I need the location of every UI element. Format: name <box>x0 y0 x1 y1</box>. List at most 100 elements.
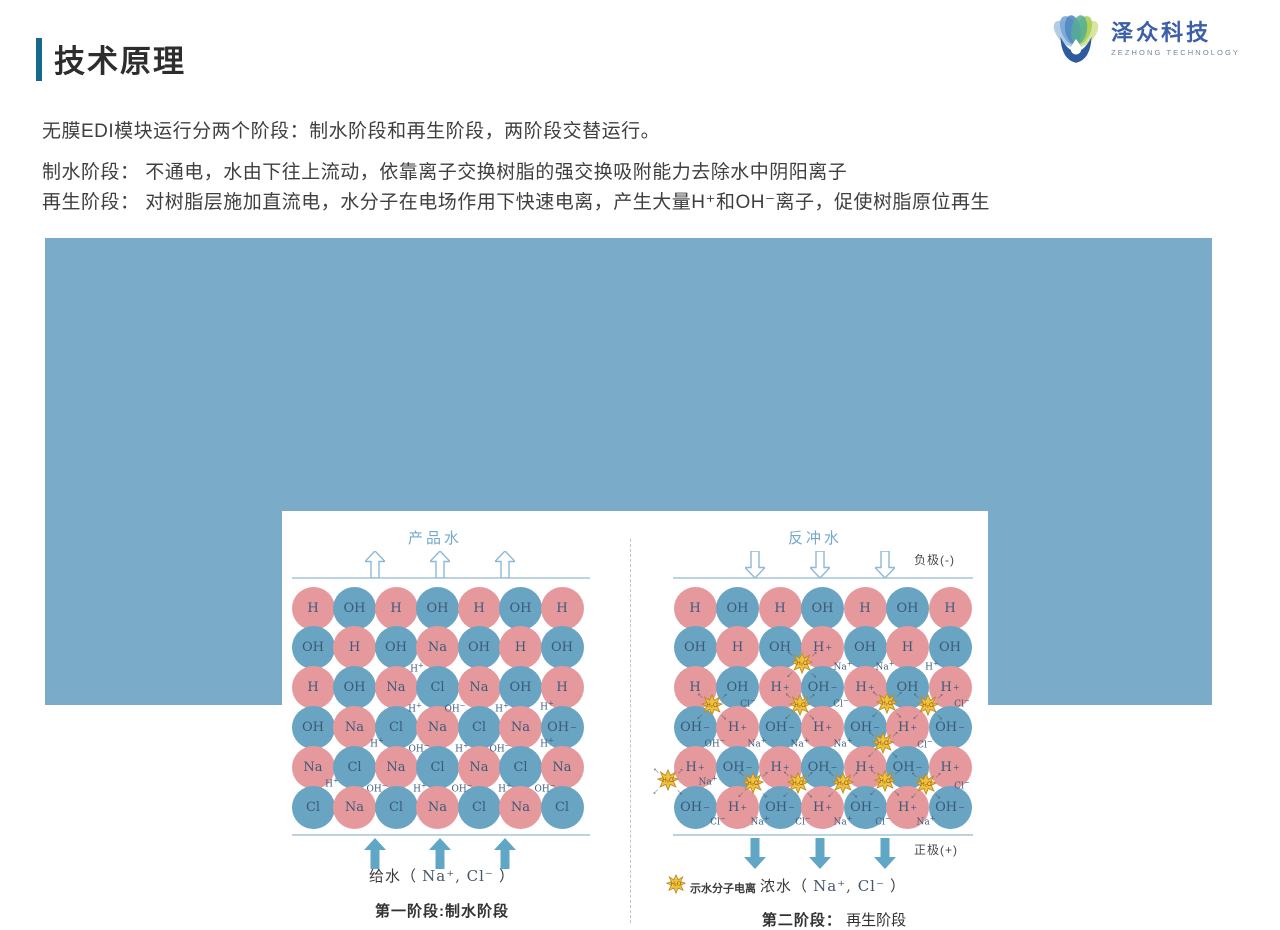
flow-down-arrow <box>873 550 897 583</box>
water-molecule-star: H₂O <box>788 693 812 717</box>
phase1-caption: 第一阶段:制水阶段 <box>295 900 589 921</box>
ion-circle: OH <box>416 586 459 630</box>
ion-circle: OH <box>886 586 929 630</box>
water-molecule-star: H₂O <box>790 651 814 675</box>
phase2-caption-bold: 第二阶段： <box>761 912 842 929</box>
ion-label: Na+ <box>747 736 767 750</box>
ion-circle: H <box>843 586 887 630</box>
phase-divider-line <box>630 539 631 923</box>
ion-circle: OH <box>716 586 759 630</box>
water-ionization-legend-icon: H₂O <box>665 873 687 895</box>
ion-label: OH− <box>489 741 511 755</box>
stage2-description: 再生阶段： 对树脂层施加直流电，水分子在电场作用下快速电离，产生大量H⁺和OH⁻… <box>42 192 991 213</box>
ion-label: H+ <box>925 659 939 673</box>
logo-company-subtitle: ZEZHONG TECHNOLOGY <box>1111 48 1240 58</box>
flow-down-arrow <box>743 550 767 583</box>
ion-label: H+ <box>410 661 424 675</box>
ion-circle: OH <box>291 626 335 670</box>
water-molecule-star: H₂O <box>875 691 899 715</box>
ion-circle: OH <box>499 666 542 710</box>
ion-label: OH− <box>534 781 556 795</box>
flow-up-arrow <box>364 838 386 874</box>
water-molecule-star-wrap: H₂O <box>788 693 812 717</box>
flow-down-arrow <box>744 838 766 874</box>
ion-label: H+ <box>495 701 509 715</box>
stage1-description: 制水阶段： 不通电，水由下往上流动，依靠离子交换树脂的强交换吸附能力去除水中阴阳… <box>42 162 848 183</box>
ion-circle: OH <box>801 586 844 630</box>
ion-label: H+ <box>498 781 512 795</box>
svg-text:H₂O: H₂O <box>837 781 849 787</box>
negative-electrode-label: 负极(-) <box>914 553 955 567</box>
flow-up-arrow <box>493 549 517 583</box>
ion-label: Cl− <box>795 814 811 828</box>
svg-text:H₂O: H₂O <box>879 779 891 785</box>
ion-label: Cl− <box>954 778 970 792</box>
svg-text:H₂O: H₂O <box>792 781 804 787</box>
ion-label: Cl− <box>917 737 933 751</box>
flow-up-arrow <box>429 838 451 874</box>
ion-label: Na+ <box>698 774 718 788</box>
water-molecule-star: H₂O <box>700 693 724 717</box>
ion-label: Cl− <box>954 696 970 710</box>
phase2-caption-rest: 再生阶段 <box>846 912 907 929</box>
svg-text:H₂O: H₂O <box>747 781 759 787</box>
concentrate-prefix: 浓水（ <box>760 878 814 895</box>
diagram-board: 产品水 给水（ Na⁺, Cl⁻ ） 第一阶段:制水阶段 反冲水 负极(-) 正… <box>45 238 1212 929</box>
ion-label: H+ <box>325 776 339 790</box>
backwash-water-label: 反冲水 <box>787 530 842 547</box>
ion-circle: H <box>291 586 335 630</box>
water-molecule-star: H₂O <box>665 873 687 895</box>
ion-circle: OH <box>540 626 584 670</box>
ion-circle: H <box>374 586 418 630</box>
ion-circle: H + <box>928 666 972 710</box>
ion-circle: OH <box>333 586 376 630</box>
ion-circle: H <box>886 626 929 670</box>
concentrate-ions: Na⁺, Cl⁻ <box>813 877 885 895</box>
ion-circle: Na <box>457 666 501 710</box>
ion-circle: H <box>291 666 335 710</box>
flow-down-arrow <box>874 838 896 874</box>
svg-text:H₂O: H₂O <box>877 741 889 747</box>
ion-circle: H <box>499 626 542 670</box>
water-molecule-star: H₂O <box>916 693 940 717</box>
ion-label: Cl− <box>875 814 891 828</box>
ion-label: Na+ <box>875 659 895 673</box>
separator-line <box>292 577 590 579</box>
ion-label: Na+ <box>833 736 853 750</box>
ion-circle: H <box>928 586 972 630</box>
ion-circle: OH <box>374 626 418 670</box>
ion-circle: Cl <box>416 666 459 710</box>
water-molecule-star-wrap: H₂O <box>700 693 724 717</box>
svg-text:H₂O: H₂O <box>920 782 932 788</box>
page-title: 技术原理 <box>54 44 186 79</box>
flow-up-arrow <box>363 549 387 583</box>
svg-text:H₂O: H₂O <box>671 882 681 888</box>
water-molecule-star-wrap: H₂O <box>790 651 814 675</box>
ion-circle: OH <box>457 626 501 670</box>
ion-label: H+ <box>540 699 554 713</box>
svg-text:H₂O: H₂O <box>662 778 674 784</box>
flow-down-arrow <box>808 550 832 583</box>
svg-text:H₂O: H₂O <box>922 703 934 709</box>
ion-label: Cl− <box>740 696 756 710</box>
flow-down-arrow <box>809 838 831 874</box>
ion-label: H+ <box>408 701 422 715</box>
ion-circle: Na <box>374 666 418 710</box>
ion-circle: H <box>540 666 584 710</box>
ion-circle: OH <box>928 626 972 670</box>
ion-label: Cl− <box>710 814 726 828</box>
title-accent-bar <box>36 38 42 81</box>
ion-label: Na+ <box>790 736 810 750</box>
ion-label: Na+ <box>916 814 936 828</box>
ion-circle: H <box>673 586 717 630</box>
ion-circle: H <box>540 586 584 630</box>
svg-text:H₂O: H₂O <box>881 701 893 707</box>
ion-label: OH− <box>704 736 726 750</box>
concentrate-water-label: 浓水（ Na⁺, Cl⁻ ） <box>760 875 906 896</box>
svg-text:H₂O: H₂O <box>796 661 808 667</box>
lotus-drop-logo-icon <box>1053 15 1099 63</box>
ion-circle: Cl <box>291 785 335 829</box>
ion-label: H+ <box>370 736 384 750</box>
concentrate-suffix: ） <box>884 878 907 895</box>
ion-circle: H <box>457 586 501 630</box>
